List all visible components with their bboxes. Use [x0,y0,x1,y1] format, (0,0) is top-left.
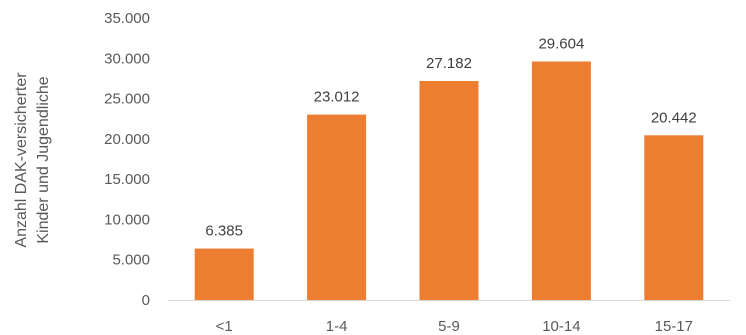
y-axis-title-line-2: Kinder und Jugendliche [35,76,52,243]
y-tick-label: 35.000 [104,10,150,27]
y-tick-label: 0 [142,292,150,309]
bar [531,61,591,300]
bar-value-labels: 6.385 23.012 27.182 29.604 20.442 [205,35,696,239]
y-axis-title: Anzahl DAK-versicherter Kinder und Jugen… [13,72,52,248]
bar-value-label: 23.012 [314,89,360,106]
bar-value-label: 27.182 [426,55,472,72]
bars [194,61,704,301]
x-tick-label: 5-9 [438,318,460,335]
y-tick-label: 30.000 [104,50,150,67]
y-tick-label: 25.000 [104,91,150,108]
bar [644,135,704,300]
bar-value-label: 6.385 [205,223,243,240]
y-axis-ticks: 0 5.000 10.000 15.000 20.000 25.000 30.000 35.0… [104,10,150,309]
bar [194,248,254,300]
bar [307,114,367,301]
x-tick-label: 15-17 [655,318,693,335]
x-tick-label: 10-14 [542,318,580,335]
bar-value-label: 20.442 [651,109,697,126]
y-tick-label: 10.000 [104,211,150,228]
x-tick-label: 1-4 [326,318,348,335]
y-tick-label: 15.000 [104,171,150,188]
y-tick-label: 5.000 [112,252,150,269]
y-axis-title-line-1: Anzahl DAK-versicherter [13,72,30,248]
bar [419,80,479,300]
bar-value-label: 29.604 [538,35,584,52]
x-tick-label: <1 [216,318,233,335]
x-axis-ticks: <1 1-4 5-9 10-14 15-17 [216,318,693,335]
y-tick-label: 20.000 [104,131,150,148]
